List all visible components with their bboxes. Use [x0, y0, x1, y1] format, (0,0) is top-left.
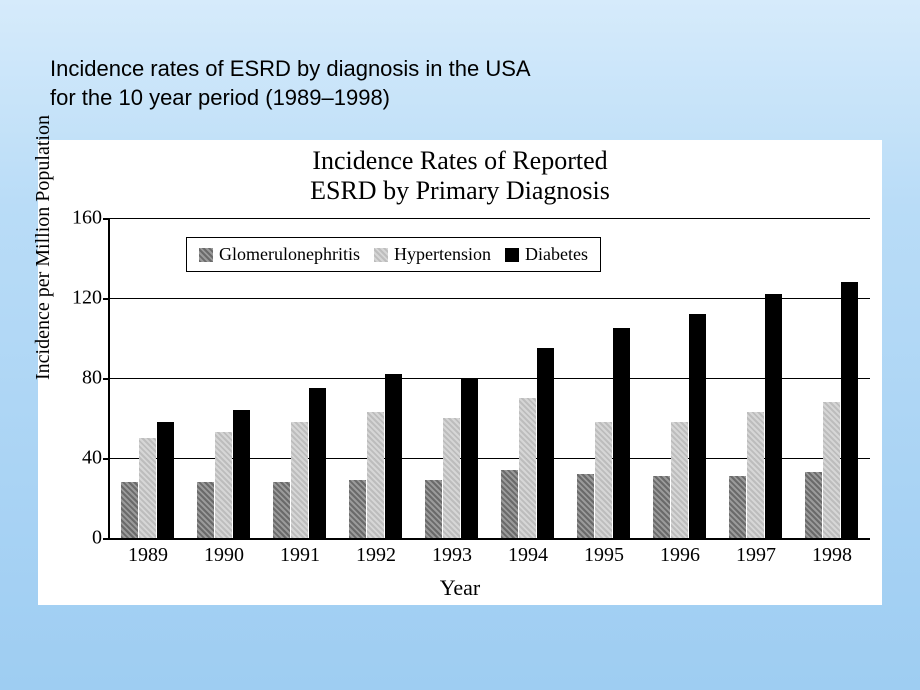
bar — [121, 482, 138, 538]
chart-panel: Incidence Rates of Reported ESRD by Prim… — [38, 140, 882, 605]
bar — [367, 412, 384, 538]
y-tick-mark — [103, 538, 110, 540]
x-tick-label: 1996 — [660, 544, 700, 567]
bar — [577, 474, 594, 538]
bar — [671, 422, 688, 538]
bar — [519, 398, 536, 538]
slide-caption: Incidence rates of ESRD by diagnosis in … — [50, 55, 531, 112]
legend-swatch — [199, 248, 213, 262]
bar — [443, 418, 460, 538]
grid-line — [110, 378, 870, 379]
bar — [823, 402, 840, 538]
bar — [461, 378, 478, 538]
x-tick-label: 1989 — [128, 544, 168, 567]
x-tick-label: 1990 — [204, 544, 244, 567]
chart-title: Incidence Rates of Reported ESRD by Prim… — [38, 140, 882, 206]
bar — [197, 482, 214, 538]
bar — [537, 348, 554, 538]
legend-swatch — [374, 248, 388, 262]
bar — [157, 422, 174, 538]
grid-line — [110, 298, 870, 299]
bar — [595, 422, 612, 538]
x-tick-label: 1992 — [356, 544, 396, 567]
bar — [653, 476, 670, 538]
x-axis-label: Year — [38, 575, 882, 601]
y-tick-mark — [103, 378, 110, 380]
slide: Incidence rates of ESRD by diagnosis in … — [0, 0, 920, 690]
legend-item: Glomerulonephritis — [199, 244, 360, 265]
y-axis-label: Incidence per Million Population — [32, 115, 55, 380]
bar — [729, 476, 746, 538]
legend-label: Hypertension — [394, 244, 491, 265]
y-tick-mark — [103, 458, 110, 460]
x-tick-label: 1993 — [432, 544, 472, 567]
bar — [349, 480, 366, 538]
caption-line-1: Incidence rates of ESRD by diagnosis in … — [50, 56, 531, 81]
x-tick-label: 1997 — [736, 544, 776, 567]
y-tick-label: 120 — [72, 287, 102, 310]
x-tick-label: 1998 — [812, 544, 852, 567]
bar — [689, 314, 706, 538]
plot-area: GlomerulonephritisHypertensionDiabetes 0… — [108, 218, 870, 540]
x-tick-label: 1991 — [280, 544, 320, 567]
y-tick-label: 160 — [72, 207, 102, 230]
bar — [747, 412, 764, 538]
bar — [233, 410, 250, 538]
y-tick-label: 0 — [92, 527, 102, 550]
legend-label: Glomerulonephritis — [219, 244, 360, 265]
bar — [613, 328, 630, 538]
bar — [805, 472, 822, 538]
bar — [385, 374, 402, 538]
grid-line — [110, 218, 870, 219]
bar — [841, 282, 858, 538]
bar — [139, 438, 156, 538]
y-tick-label: 40 — [82, 447, 102, 470]
legend: Glomerulonephritis Hypertension Diabetes — [186, 237, 601, 272]
bar — [501, 470, 518, 538]
y-tick-mark — [103, 218, 110, 220]
legend-label: Diabetes — [525, 244, 588, 265]
legend-item: Diabetes — [505, 244, 588, 265]
legend-swatch — [505, 248, 519, 262]
bar — [425, 480, 442, 538]
bar — [309, 388, 326, 538]
bar — [765, 294, 782, 538]
x-tick-label: 1994 — [508, 544, 548, 567]
chart-title-line-1: Incidence Rates of Reported — [312, 146, 607, 175]
x-tick-label: 1995 — [584, 544, 624, 567]
chart-title-line-2: ESRD by Primary Diagnosis — [310, 176, 610, 205]
legend-item: Hypertension — [374, 244, 491, 265]
caption-line-2: for the 10 year period (1989–1998) — [50, 85, 390, 110]
bar — [215, 432, 232, 538]
y-tick-mark — [103, 298, 110, 300]
y-tick-label: 80 — [82, 367, 102, 390]
bar — [273, 482, 290, 538]
bar — [291, 422, 308, 538]
